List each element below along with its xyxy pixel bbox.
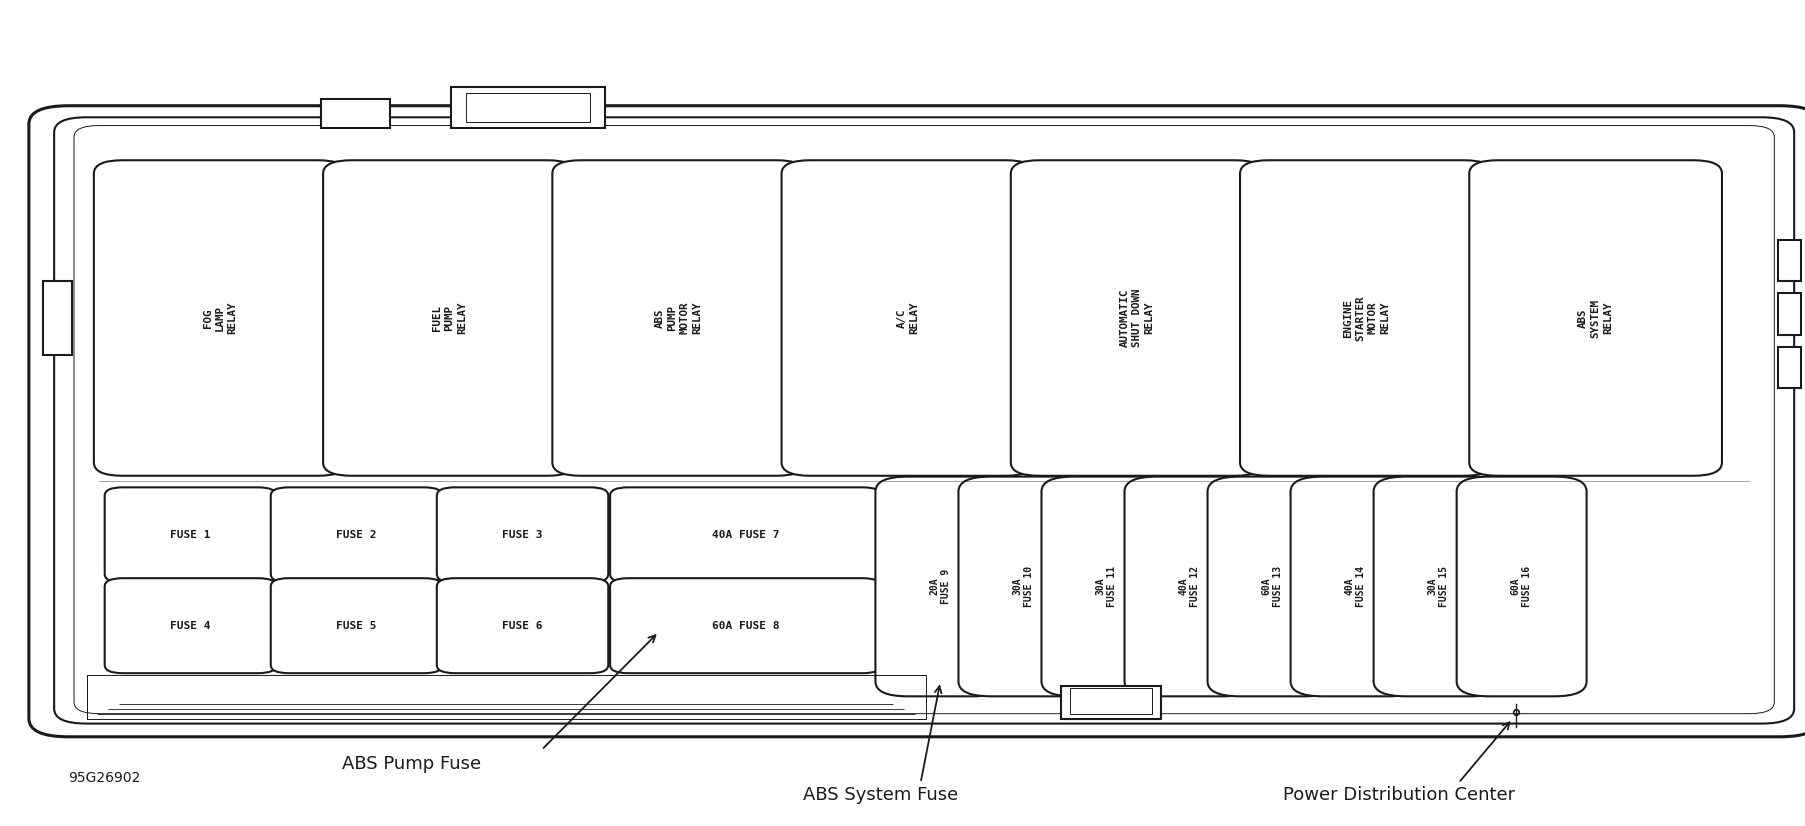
FancyBboxPatch shape — [94, 160, 347, 476]
FancyBboxPatch shape — [1291, 477, 1421, 696]
Text: FUSE 3: FUSE 3 — [502, 529, 543, 540]
Text: 40A FUSE 7: 40A FUSE 7 — [711, 529, 780, 540]
FancyBboxPatch shape — [29, 106, 1805, 737]
FancyBboxPatch shape — [1208, 477, 1338, 696]
Text: ABS System Fuse: ABS System Fuse — [803, 786, 958, 804]
FancyBboxPatch shape — [437, 487, 608, 582]
Text: FUSE 2: FUSE 2 — [336, 529, 377, 540]
FancyBboxPatch shape — [610, 487, 881, 582]
Bar — [451, 87, 605, 128]
Bar — [1778, 240, 1801, 281]
FancyBboxPatch shape — [105, 578, 276, 673]
Text: FOG
LAMP
RELAY: FOG LAMP RELAY — [202, 301, 238, 335]
Text: FUSE 5: FUSE 5 — [336, 620, 377, 631]
FancyBboxPatch shape — [1041, 477, 1171, 696]
FancyBboxPatch shape — [782, 160, 1034, 476]
FancyBboxPatch shape — [1240, 160, 1493, 476]
FancyBboxPatch shape — [1125, 477, 1254, 696]
FancyBboxPatch shape — [323, 160, 576, 476]
Bar — [87, 675, 926, 719]
Text: 30A
FUSE 15: 30A FUSE 15 — [1428, 566, 1449, 607]
Bar — [43, 281, 72, 355]
Text: A/C
RELAY: A/C RELAY — [897, 301, 919, 335]
Bar — [1061, 686, 1161, 719]
Bar — [1778, 347, 1801, 388]
FancyBboxPatch shape — [610, 578, 881, 673]
Text: 30A
FUSE 10: 30A FUSE 10 — [1013, 566, 1034, 607]
Text: Power Distribution Center: Power Distribution Center — [1283, 786, 1514, 804]
FancyBboxPatch shape — [1374, 477, 1504, 696]
Text: FUSE 6: FUSE 6 — [502, 620, 543, 631]
Text: ENGINE
STARTER
MOTOR
RELAY: ENGINE STARTER MOTOR RELAY — [1343, 295, 1390, 341]
Text: AUTOMATIC
SHUT DOWN
RELAY: AUTOMATIC SHUT DOWN RELAY — [1119, 289, 1155, 347]
Bar — [1070, 688, 1152, 714]
FancyBboxPatch shape — [271, 578, 442, 673]
FancyBboxPatch shape — [875, 477, 1005, 696]
Text: 30A
FUSE 11: 30A FUSE 11 — [1096, 566, 1117, 607]
Text: 60A
FUSE 13: 60A FUSE 13 — [1262, 566, 1283, 607]
Text: 20A
FUSE 9: 20A FUSE 9 — [930, 569, 951, 604]
Text: FUSE 4: FUSE 4 — [170, 620, 211, 631]
FancyBboxPatch shape — [271, 487, 442, 582]
Text: ABS
SYSTEM
RELAY: ABS SYSTEM RELAY — [1578, 298, 1614, 338]
FancyBboxPatch shape — [1469, 160, 1722, 476]
Text: FUSE 1: FUSE 1 — [170, 529, 211, 540]
Text: 40A
FUSE 14: 40A FUSE 14 — [1345, 566, 1366, 607]
FancyBboxPatch shape — [1011, 160, 1264, 476]
FancyBboxPatch shape — [1457, 477, 1587, 696]
Text: 40A
FUSE 12: 40A FUSE 12 — [1179, 566, 1200, 607]
Text: 60A
FUSE 16: 60A FUSE 16 — [1511, 566, 1532, 607]
Text: ABS
PUMP
MOTOR
RELAY: ABS PUMP MOTOR RELAY — [655, 301, 702, 335]
Text: 60A FUSE 8: 60A FUSE 8 — [711, 620, 780, 631]
Text: FUEL
PUMP
RELAY: FUEL PUMP RELAY — [431, 301, 467, 335]
FancyBboxPatch shape — [437, 578, 608, 673]
Bar — [466, 93, 590, 122]
Text: 95G26902: 95G26902 — [69, 771, 141, 785]
Bar — [1778, 293, 1801, 335]
FancyBboxPatch shape — [552, 160, 805, 476]
Bar — [321, 99, 390, 128]
FancyBboxPatch shape — [958, 477, 1088, 696]
FancyBboxPatch shape — [105, 487, 276, 582]
Text: ABS Pump Fuse: ABS Pump Fuse — [341, 755, 482, 773]
